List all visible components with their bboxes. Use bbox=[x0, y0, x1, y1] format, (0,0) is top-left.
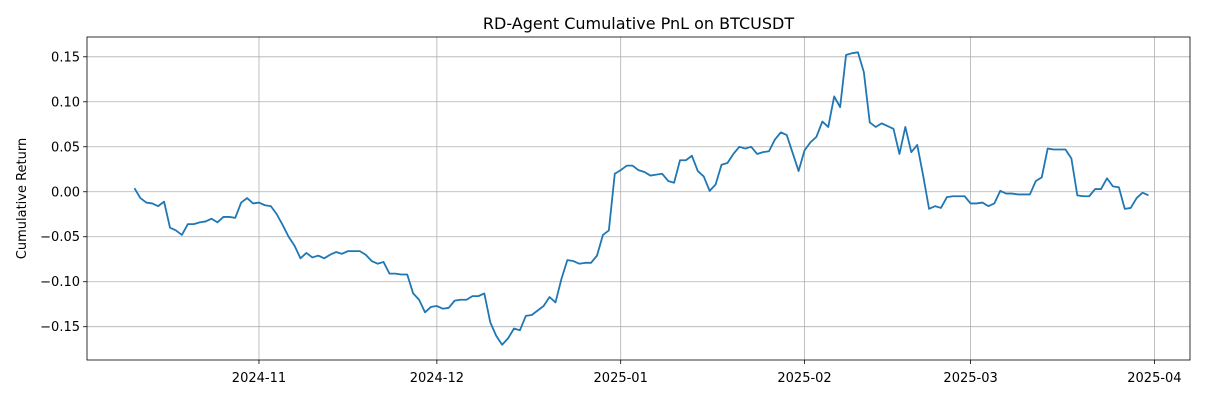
x-tick-label: 2025-01 bbox=[594, 371, 648, 386]
x-tick-label: 2025-04 bbox=[1127, 371, 1181, 386]
x-tick-label: 2025-03 bbox=[943, 371, 997, 386]
y-axis-label: Cumulative Return bbox=[15, 138, 30, 259]
y-tick-label: −0.15 bbox=[40, 320, 80, 335]
series-layer bbox=[133, 51, 1149, 346]
y-axis: −0.15 −0.10 −0.05 0.00 0.05 0.10 0.15 bbox=[40, 50, 87, 335]
x-axis: 2024-11 2024-12 2025-01 2025-02 2025-03 2025-… bbox=[232, 360, 1182, 386]
chart-title: RD-Agent Cumulative PnL on BTCUSDT bbox=[483, 14, 794, 33]
y-tick-label: −0.05 bbox=[40, 230, 80, 245]
grid-lines bbox=[87, 37, 1190, 360]
x-tick-label: 2024-12 bbox=[410, 371, 464, 386]
y-tick-label: 0.15 bbox=[51, 50, 80, 65]
plot-frame bbox=[86, 36, 1191, 361]
x-tick-label: 2025-02 bbox=[777, 371, 831, 386]
y-tick-label: −0.10 bbox=[40, 275, 80, 290]
y-tick-label: 0.05 bbox=[51, 140, 80, 155]
y-tick-label: 0.10 bbox=[51, 95, 80, 110]
x-tick-label: 2024-11 bbox=[232, 371, 286, 386]
cumulative-return-line bbox=[133, 51, 1149, 346]
y-tick-label: 0.00 bbox=[51, 185, 80, 200]
